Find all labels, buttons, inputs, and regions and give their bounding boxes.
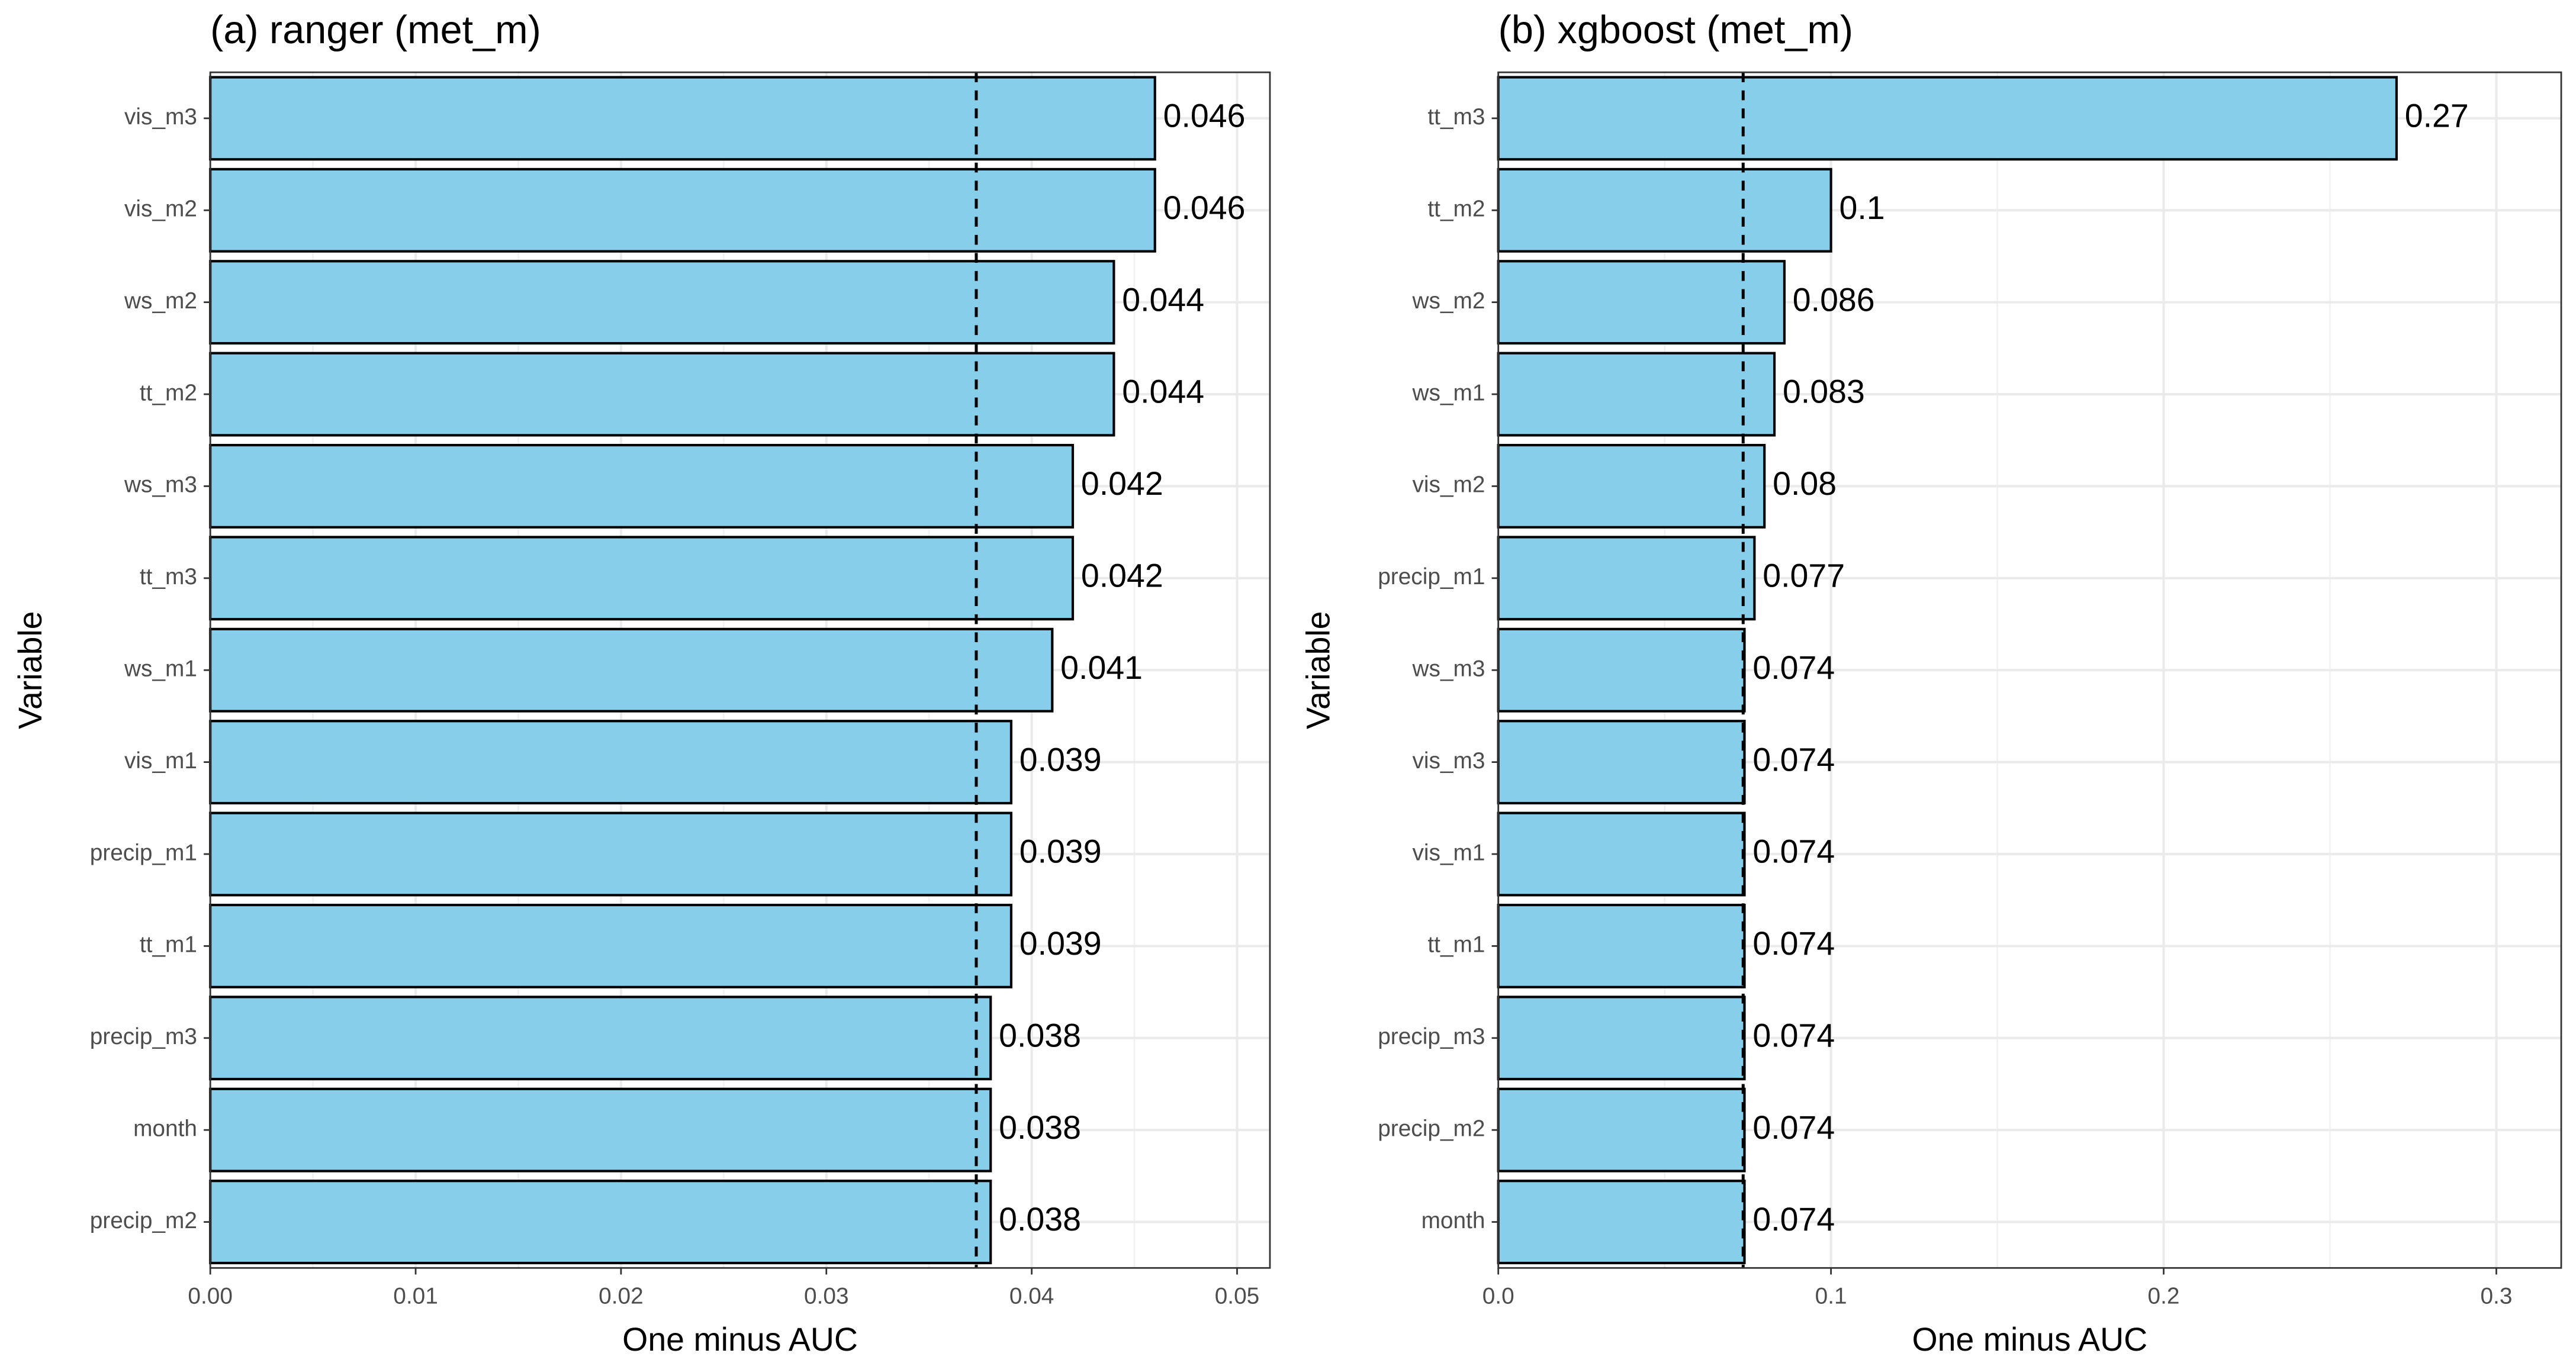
y-tick-label: vis_m2 [124, 197, 197, 222]
y-tick-label: vis_m3 [1412, 748, 1485, 774]
value-label: 0.042 [1081, 557, 1163, 594]
panel-border [1497, 71, 2562, 1269]
value-label: 0.08 [1773, 465, 1837, 502]
value-label: 0.046 [1163, 98, 1246, 134]
x-tick-label: 0.00 [188, 1283, 233, 1309]
y-tick-label: vis_m1 [1412, 840, 1485, 865]
y-tick-label: ws_m1 [124, 656, 197, 681]
value-label: 0.046 [1163, 189, 1246, 226]
x-tick-label: 0.02 [599, 1283, 644, 1309]
bar [209, 1087, 992, 1172]
x-tick-label: 0.01 [393, 1283, 438, 1309]
bar [1497, 1087, 1746, 1172]
y-tick-label: ws_m2 [124, 288, 197, 314]
y-tick-label: tt_m1 [140, 932, 197, 958]
y-tick-label: month [133, 1116, 197, 1141]
x-tick-label: 0.3 [2480, 1283, 2512, 1309]
value-label: 0.1 [1839, 189, 1884, 226]
value-label: 0.038 [999, 1201, 1081, 1238]
bar [209, 167, 1156, 253]
y-tick-label: precip_m1 [90, 840, 197, 865]
x-tick-label: 0.04 [1009, 1283, 1054, 1309]
y-tick-label: vis_m1 [124, 748, 197, 774]
value-label: 0.074 [1752, 833, 1835, 870]
bar [209, 536, 1075, 621]
bar [1497, 811, 1746, 897]
bar [1497, 167, 1832, 253]
bar [209, 903, 1013, 988]
value-label: 0.074 [1752, 1201, 1835, 1238]
value-label: 0.039 [1020, 741, 1102, 778]
value-label: 0.074 [1752, 741, 1835, 778]
x-axis-label: One minus AUC [1912, 1321, 2147, 1358]
bar [1497, 443, 1766, 529]
bar [209, 627, 1054, 713]
value-label: 0.086 [1793, 281, 1875, 318]
value-label: 0.044 [1122, 281, 1204, 318]
value-label: 0.044 [1122, 373, 1204, 410]
y-tick-label: precip_m1 [1378, 564, 1485, 590]
value-label: 0.039 [1020, 833, 1102, 870]
value-label: 0.038 [999, 1017, 1081, 1054]
bar [1497, 903, 1746, 988]
y-tick-label: tt_m3 [1427, 104, 1485, 130]
y-tick-label: tt_m3 [140, 564, 197, 590]
value-label: 0.042 [1081, 465, 1163, 502]
y-tick-label: month [1422, 1208, 1485, 1233]
bar [1497, 76, 2398, 161]
value-label: 0.074 [1752, 1017, 1835, 1054]
value-label: 0.074 [1752, 925, 1835, 962]
x-tick-label: 0.05 [1215, 1283, 1260, 1309]
x-tick-label: 0.03 [804, 1283, 849, 1309]
y-tick-label: vis_m2 [1412, 472, 1485, 498]
bar [209, 996, 992, 1081]
bar [1497, 352, 1776, 437]
value-label: 0.039 [1020, 925, 1102, 962]
bar [1497, 720, 1746, 805]
value-label: 0.27 [2405, 98, 2469, 134]
panel-border [209, 71, 1271, 1269]
y-tick-label: ws_m2 [1411, 288, 1485, 314]
bar [209, 720, 1013, 805]
bar [1497, 627, 1746, 713]
x-tick-label: 0.2 [2148, 1283, 2180, 1309]
value-label: 0.074 [1752, 649, 1835, 686]
bar [209, 76, 1156, 161]
bar [1497, 996, 1746, 1081]
y-axis-label: Variable [1300, 611, 1337, 729]
bar [209, 260, 1115, 345]
y-tick-label: ws_m3 [124, 472, 197, 498]
y-axis-label: Variable [12, 611, 49, 729]
y-tick-label: ws_m3 [1411, 656, 1485, 681]
y-tick-label: tt_m2 [1427, 197, 1485, 222]
y-tick-label: tt_m2 [140, 380, 197, 405]
bar [209, 811, 1013, 897]
y-tick-label: ws_m1 [1411, 380, 1485, 405]
bar [209, 443, 1075, 529]
y-tick-label: precip_m3 [90, 1024, 197, 1049]
bar [1497, 260, 1786, 345]
x-tick-label: 0.0 [1482, 1283, 1514, 1309]
value-label: 0.038 [999, 1109, 1081, 1146]
value-label: 0.041 [1060, 649, 1143, 686]
bar [209, 1180, 992, 1265]
y-tick-label: precip_m2 [1378, 1116, 1485, 1141]
value-label: 0.077 [1763, 557, 1845, 594]
y-tick-label: tt_m1 [1427, 932, 1485, 958]
y-tick-label: precip_m2 [90, 1208, 197, 1233]
x-axis-label: One minus AUC [622, 1321, 858, 1358]
chart-title: (a) ranger (met_m) [210, 8, 541, 52]
value-label: 0.074 [1752, 1109, 1835, 1146]
bar [1497, 1180, 1746, 1265]
bar [209, 352, 1115, 437]
bar [1497, 536, 1756, 621]
y-tick-label: precip_m3 [1378, 1024, 1485, 1049]
value-label: 0.083 [1783, 373, 1865, 410]
chart-title: (b) xgboost (met_m) [1498, 8, 1853, 52]
x-tick-label: 0.1 [1815, 1283, 1847, 1309]
y-tick-label: vis_m3 [124, 104, 197, 130]
